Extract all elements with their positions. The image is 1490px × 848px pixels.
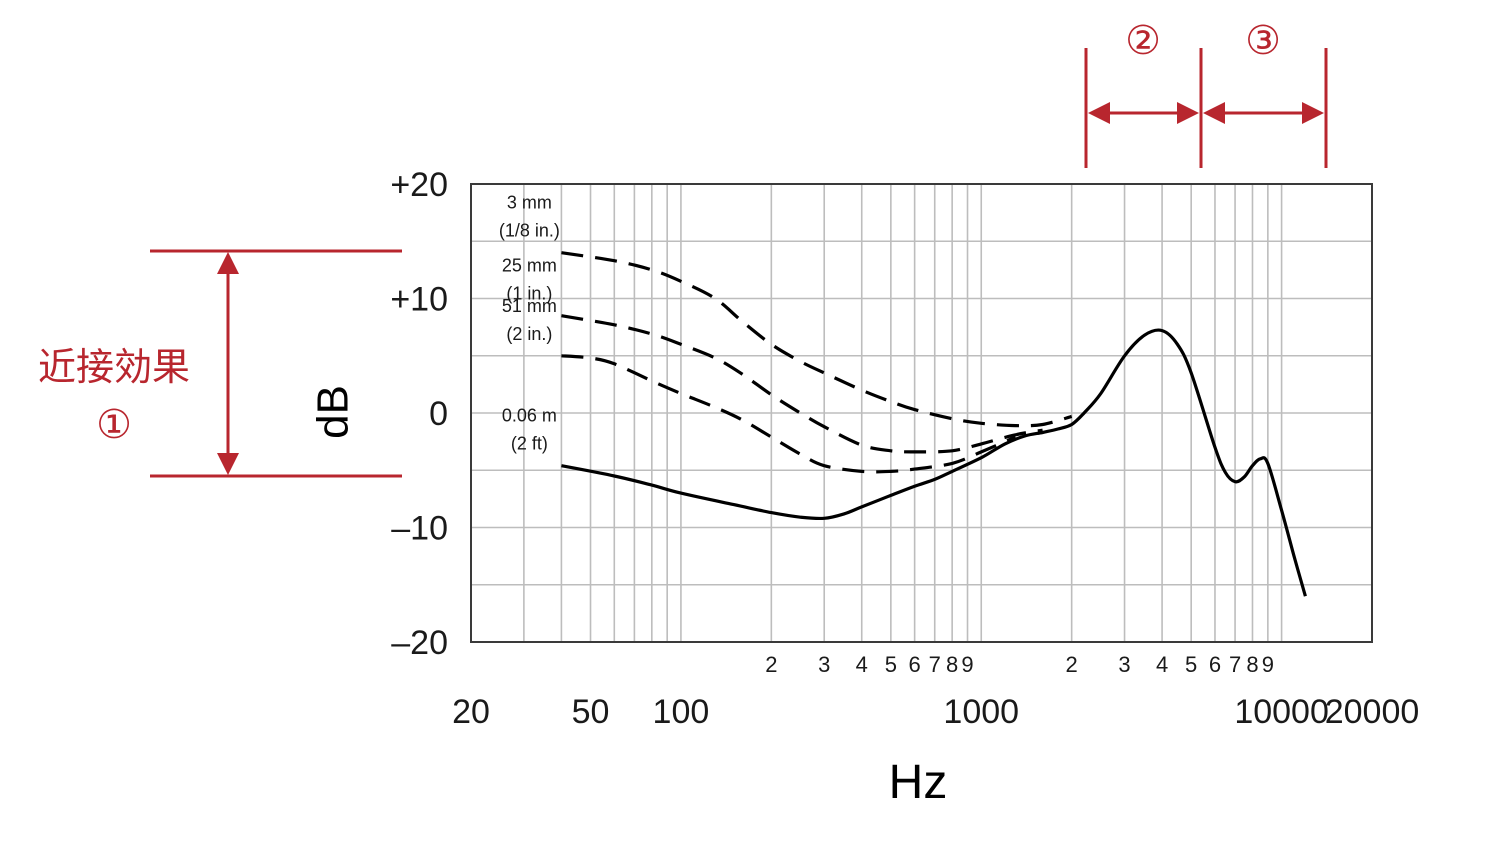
x-minor-tick-label: 5	[885, 652, 897, 677]
series-label-line2: (2 in.)	[506, 324, 552, 344]
series-label-line1: 3 mm	[507, 193, 552, 213]
plot-frame	[470, 183, 1373, 643]
band-3-arrow-left	[1203, 102, 1225, 124]
x-minor-tick-label: 7	[929, 652, 941, 677]
series-lines	[561, 251, 1307, 597]
x-axis-label: Hz	[889, 756, 948, 809]
series-line-2	[561, 314, 1043, 454]
series-line-1	[561, 251, 1073, 428]
x-major-tick-label: 1000	[943, 693, 1019, 731]
x-minor-tick-label: 2	[765, 652, 777, 677]
proximity-number: ①	[96, 402, 132, 448]
proximity-arrow-down	[217, 453, 239, 475]
x-major-tick-label: 20	[452, 693, 490, 731]
y-tick-label: –10	[391, 510, 448, 548]
series-labels: 3 mm (1/8 in.) 25 mm (1 in.)51 mm (2 in.) 0.0…	[499, 193, 560, 454]
x-minor-tick-label: 9	[1262, 652, 1274, 677]
x-minor-tick-label: 3	[1118, 652, 1130, 677]
series-label-line1: 25 mm	[502, 256, 557, 276]
x-minor-tick-label: 2	[1066, 652, 1078, 677]
x-minor-tick-label: 6	[1209, 652, 1221, 677]
x-major-tick-label: 10000	[1234, 693, 1329, 731]
annotations	[150, 48, 1328, 478]
y-tick-label: –20	[391, 624, 448, 662]
x-minor-tick-label: 9	[961, 652, 973, 677]
band-3-number: ③	[1245, 18, 1281, 64]
x-major-tick-label: 100	[653, 693, 710, 731]
proximity-arrow-up	[217, 252, 239, 274]
series-line-4	[561, 328, 1307, 597]
y-tick-labels: +20 +10 0 –10 –20	[390, 166, 448, 662]
band-2-arrow-left	[1088, 102, 1110, 124]
grid	[471, 184, 1372, 642]
band-2-arrow-right	[1177, 102, 1199, 124]
x-minor-tick-label: 8	[946, 652, 958, 677]
band-2-number: ②	[1125, 18, 1161, 64]
series-label-line1: 0.06 m	[502, 406, 557, 426]
x-minor-tick-label: 7	[1229, 652, 1241, 677]
proximity-effect-label: 近接効果	[38, 345, 190, 389]
x-minor-tick-label: 8	[1246, 652, 1258, 677]
x-minor-tick-label: 4	[856, 652, 868, 677]
x-major-tick-label: 50	[572, 693, 610, 731]
x-minor-tick-label: 3	[818, 652, 830, 677]
series-label-line2: (1/8 in.)	[499, 221, 560, 241]
series-line-3	[561, 354, 1017, 474]
x-minor-tick-label: 5	[1185, 652, 1197, 677]
x-major-tick-label: 20000	[1325, 693, 1420, 731]
series-label-line2: (1 in.)	[506, 284, 552, 304]
y-tick-label: +10	[390, 281, 448, 319]
series-label-line2: (2 ft)	[511, 434, 548, 454]
x-minor-tick-label: 4	[1156, 652, 1168, 677]
y-tick-label: +20	[390, 166, 448, 204]
y-axis-label: dB	[309, 385, 358, 439]
band-3-arrow-right	[1302, 102, 1324, 124]
series-label-line1: 51 mm	[502, 296, 557, 316]
x-minor-tick-label: 6	[909, 652, 921, 677]
y-tick-label: 0	[429, 395, 448, 433]
